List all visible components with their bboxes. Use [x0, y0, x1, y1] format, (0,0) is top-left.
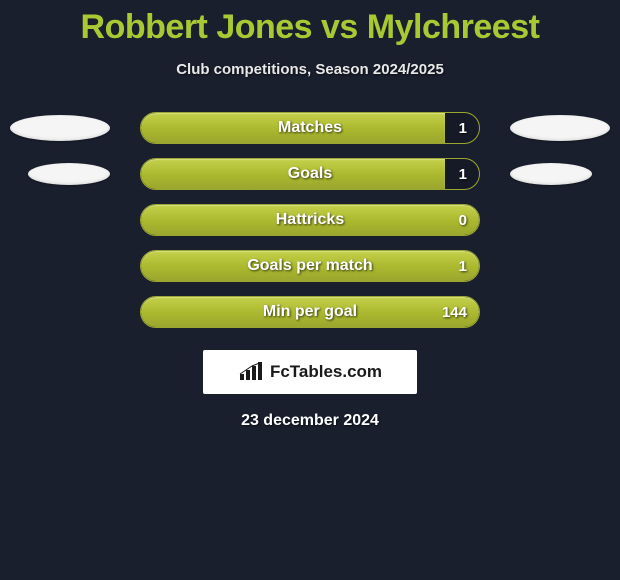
page-subtitle: Club competitions, Season 2024/2025	[0, 61, 620, 78]
avatar-left-placeholder	[10, 115, 110, 141]
stat-row: Matches 1	[0, 112, 620, 144]
stat-label: Goals per match	[141, 251, 479, 281]
stat-value: 1	[459, 251, 467, 281]
stat-bar: Min per goal 144	[140, 296, 480, 328]
stat-value: 1	[459, 159, 467, 189]
stat-row: Goals 1	[0, 158, 620, 190]
stat-label: Matches	[141, 113, 479, 143]
stats-container: Matches 1 Goals 1 Hattricks 0 Goals per …	[0, 112, 620, 328]
logo-text: FcTables.com	[270, 362, 382, 382]
stat-label: Goals	[141, 159, 479, 189]
stat-bar: Hattricks 0	[140, 204, 480, 236]
stat-bar: Goals 1	[140, 158, 480, 190]
stat-value: 0	[459, 205, 467, 235]
stat-bar: Goals per match 1	[140, 250, 480, 282]
stat-row: Hattricks 0	[0, 204, 620, 236]
stat-bar: Matches 1	[140, 112, 480, 144]
page-title: Robbert Jones vs Mylchreest	[0, 0, 620, 47]
stat-value: 144	[442, 297, 467, 327]
avatar-left-placeholder	[28, 163, 110, 185]
date-label: 23 december 2024	[0, 412, 620, 430]
stat-row: Goals per match 1	[0, 250, 620, 282]
avatar-right-placeholder	[510, 115, 610, 141]
stat-label: Min per goal	[141, 297, 479, 327]
stat-row: Min per goal 144	[0, 296, 620, 328]
stat-label: Hattricks	[141, 205, 479, 235]
stat-value: 1	[459, 113, 467, 143]
bars-icon	[238, 362, 264, 382]
avatar-right-placeholder	[510, 163, 592, 185]
logo-badge: FcTables.com	[203, 350, 417, 394]
